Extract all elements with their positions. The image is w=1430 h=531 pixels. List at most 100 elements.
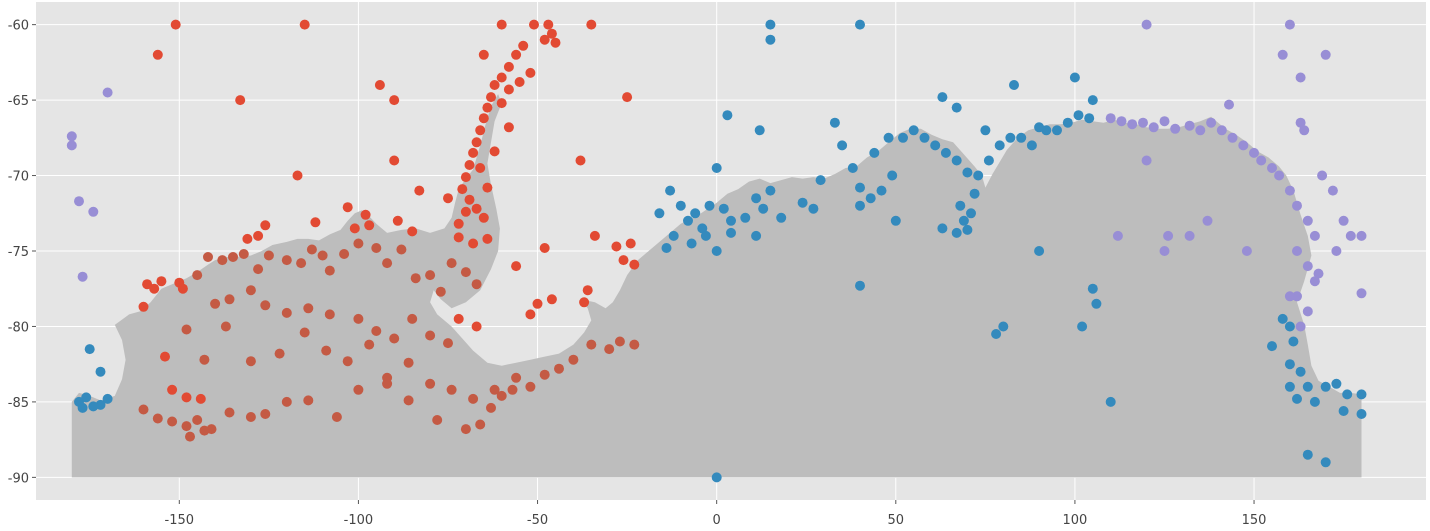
data-point — [686, 238, 697, 249]
data-point — [152, 413, 163, 424]
data-point — [958, 215, 969, 226]
data-point — [1284, 291, 1295, 302]
data-point — [529, 19, 539, 30]
data-point — [1170, 123, 1181, 134]
data-point — [199, 425, 210, 436]
data-point — [460, 267, 471, 278]
data-point — [991, 329, 1002, 339]
data-point — [1159, 246, 1170, 256]
data-point — [88, 206, 99, 217]
data-point — [489, 384, 500, 395]
y-tick-label: -75 — [8, 245, 29, 260]
data-point — [1141, 155, 1152, 166]
data-point — [317, 250, 328, 261]
data-point — [1356, 288, 1367, 299]
data-point — [1141, 19, 1152, 30]
data-point — [446, 384, 457, 395]
data-point — [224, 294, 235, 305]
data-point — [751, 230, 762, 241]
data-point — [951, 102, 962, 113]
data-point — [1313, 268, 1324, 279]
data-point — [138, 301, 149, 312]
data-point — [260, 300, 271, 311]
data-point — [829, 117, 840, 128]
data-point — [890, 215, 901, 226]
data-point — [718, 203, 729, 214]
data-point — [181, 421, 192, 432]
data-points — [66, 19, 1367, 483]
data-point — [95, 366, 106, 377]
data-point — [260, 220, 271, 231]
data-point — [575, 155, 586, 166]
x-tick-label: 100 — [1063, 513, 1088, 528]
data-point — [468, 147, 479, 158]
data-point — [389, 333, 400, 344]
data-point — [471, 203, 482, 214]
data-point — [754, 125, 765, 136]
data-point — [704, 200, 715, 211]
data-point — [1009, 80, 1019, 90]
data-point — [1206, 117, 1217, 128]
data-point — [482, 102, 493, 113]
data-point — [353, 384, 364, 395]
data-point — [525, 67, 536, 78]
data-point — [170, 19, 181, 30]
data-point — [855, 200, 865, 211]
data-point — [468, 393, 479, 404]
data-point — [66, 140, 77, 151]
data-point — [299, 19, 310, 30]
data-point — [364, 339, 375, 350]
data-point — [167, 416, 178, 427]
data-point — [1338, 406, 1349, 416]
data-point — [1267, 163, 1277, 173]
data-point — [460, 206, 471, 217]
data-point — [654, 208, 665, 219]
data-point — [371, 243, 382, 253]
data-point — [539, 369, 550, 380]
data-point — [1327, 185, 1338, 196]
data-point — [1267, 341, 1277, 352]
data-point — [478, 113, 489, 124]
data-point — [969, 188, 980, 199]
data-point — [1202, 215, 1213, 226]
data-point — [199, 354, 210, 365]
data-point — [478, 212, 489, 223]
data-point — [518, 40, 529, 51]
data-point — [973, 170, 984, 181]
data-point — [410, 273, 421, 284]
y-axis-ticks: -60 -65 -70 -75 -80 -85 -90 — [8, 19, 36, 486]
data-point — [554, 363, 564, 374]
y-tick-label: -80 — [8, 320, 29, 335]
data-point — [167, 384, 178, 395]
data-point — [898, 132, 908, 143]
data-point — [847, 163, 858, 173]
data-point — [138, 404, 149, 415]
data-point — [1331, 378, 1342, 389]
data-point — [181, 324, 192, 335]
data-point — [614, 336, 625, 347]
data-point — [511, 261, 522, 272]
data-point — [84, 344, 95, 355]
data-point — [235, 95, 246, 106]
data-point — [1295, 366, 1306, 377]
data-point — [1105, 396, 1116, 407]
data-point — [998, 321, 1009, 332]
x-tick-label: -100 — [344, 513, 374, 528]
series-1 — [138, 238, 640, 442]
data-point — [1292, 291, 1302, 302]
data-point — [371, 326, 382, 336]
data-point — [478, 49, 489, 60]
data-point — [1295, 72, 1306, 83]
data-point — [464, 194, 475, 205]
data-point — [776, 212, 787, 223]
data-point — [1345, 230, 1356, 241]
data-point — [1292, 200, 1302, 211]
data-point — [1331, 246, 1342, 256]
x-tick-label: -150 — [165, 513, 195, 528]
data-point — [496, 98, 507, 109]
data-point — [245, 285, 256, 296]
data-point — [88, 401, 99, 412]
data-point — [453, 218, 464, 229]
data-point — [539, 34, 550, 45]
data-point — [511, 49, 522, 60]
